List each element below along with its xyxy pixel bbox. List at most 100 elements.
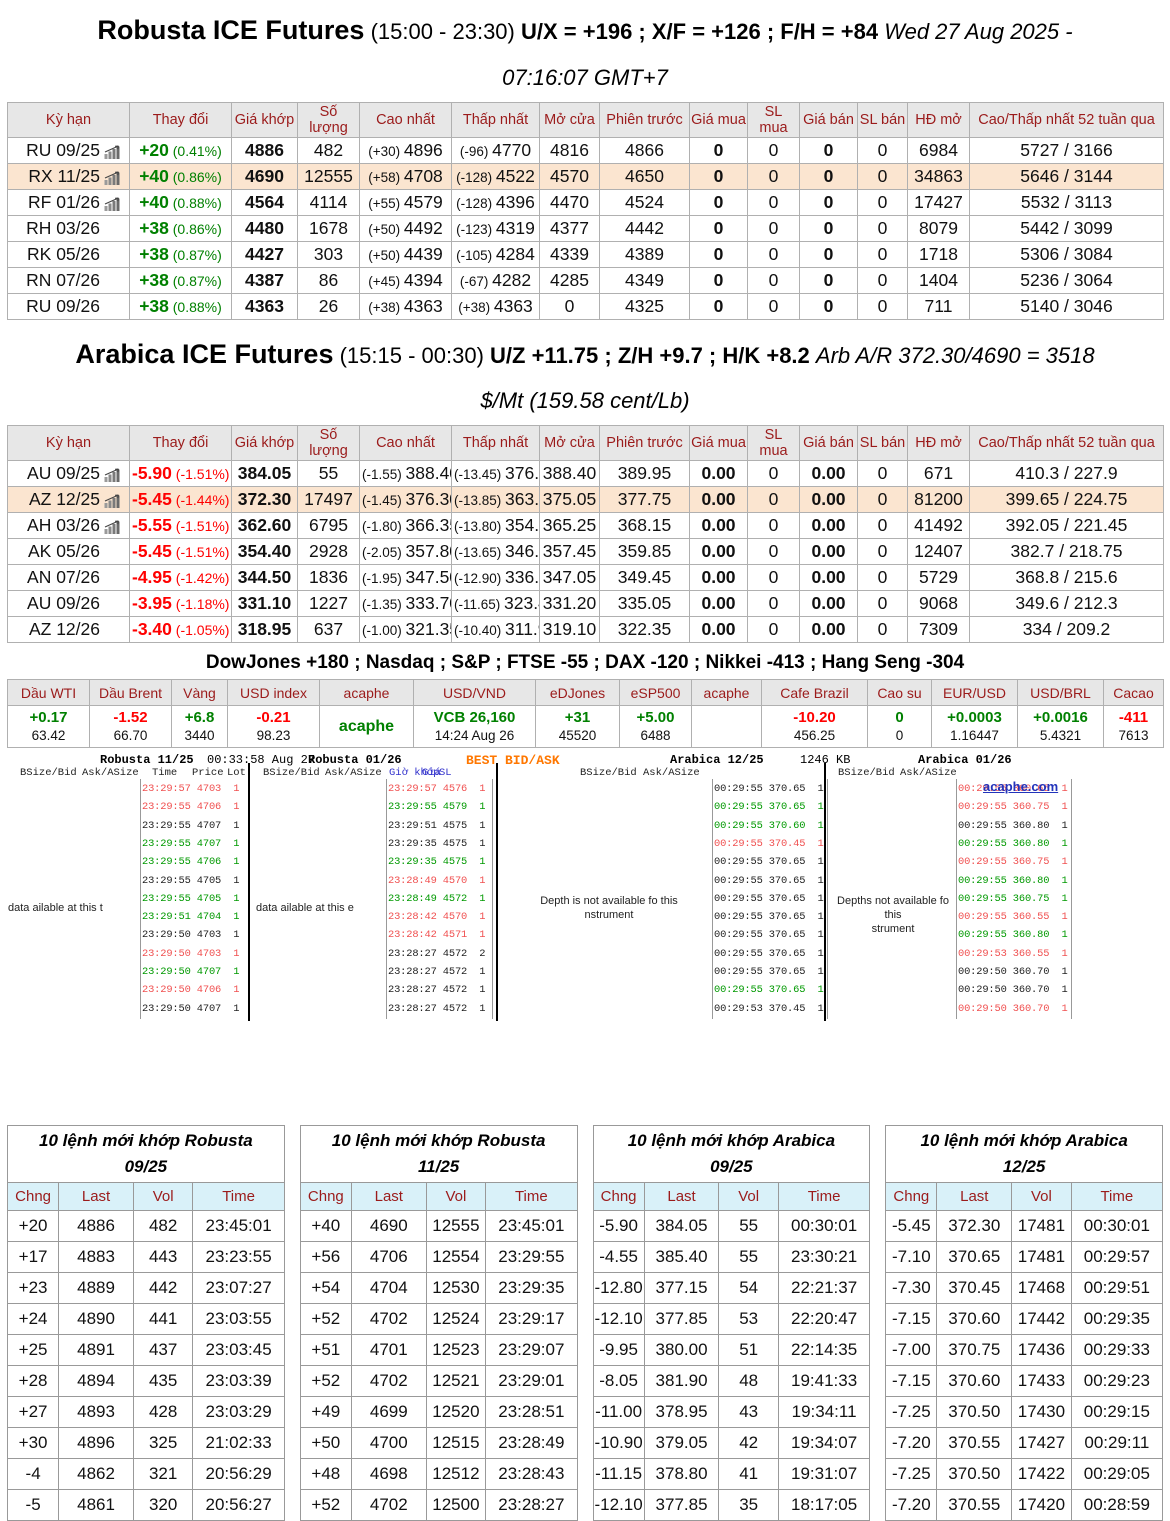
live-tick-board: Robusta 11/25 00:33:58 Aug 27 Robusta 01/2… bbox=[0, 751, 1170, 1049]
trade-change-cell: -12.10 bbox=[592, 1489, 645, 1521]
trade-last-cell: 377.15 bbox=[643, 1272, 720, 1305]
chart-icon[interactable] bbox=[104, 518, 127, 535]
low-cell: (-105) 4284 bbox=[451, 240, 540, 268]
trade-volume-cell: 12512 bbox=[425, 1458, 487, 1491]
trade-last-cell: 4883 bbox=[58, 1241, 134, 1274]
high-cell: (-1.80) 366.35 bbox=[359, 512, 452, 540]
tick-list-arabica-01-26: 00:29:55 360.65 1 00:29:55 360.75 1 00:29:… bbox=[956, 779, 1072, 1019]
tick-row: 23:29:51 4704 1 bbox=[142, 911, 240, 924]
chart-icon[interactable] bbox=[104, 195, 127, 211]
market-last-value: 6488 bbox=[640, 728, 671, 744]
trade-row: -12.10 377.85 53 22:20:47 bbox=[592, 1303, 871, 1336]
trade-last-cell: 370.50 bbox=[936, 1396, 1013, 1429]
futures-row: AH 03/26 -5.55 (-1.51%) 362.60 6795 (-1.80) … bbox=[7, 512, 1164, 540]
trade-volume-cell: 12521 bbox=[425, 1365, 487, 1398]
trades-header-row: Chng Last Vol Time bbox=[885, 1182, 1164, 1212]
trade-last-cell: 4886 bbox=[58, 1210, 134, 1243]
contract-cell: RF 01/26 bbox=[7, 188, 130, 216]
market-change: -411 bbox=[1118, 709, 1149, 727]
previous-session-cell: 377.75 bbox=[599, 486, 690, 514]
change-cell: -5.90 (-1.51%) bbox=[129, 460, 232, 488]
market-value-cell: +0.17 63.42 bbox=[7, 705, 90, 749]
contract-wrap: AK 05/26 bbox=[10, 541, 127, 562]
ask-size-cell: 0 bbox=[857, 162, 908, 190]
delta-value: (-10.40) bbox=[454, 623, 506, 639]
tick-column-header: Lot bbox=[227, 767, 246, 780]
trade-last-cell: 385.40 bbox=[643, 1241, 720, 1274]
contract-name: RX 11/25 bbox=[28, 165, 100, 186]
trade-volume-cell: 325 bbox=[132, 1427, 194, 1460]
bid-size-cell: 0 bbox=[747, 512, 800, 540]
futures-row: AZ 12/26 -3.40 (-1.05%) 318.95 637 (-1.00) 3… bbox=[7, 616, 1164, 644]
trade-last-cell: 377.85 bbox=[643, 1489, 720, 1521]
tick-column-header: BSize/Bid bbox=[263, 767, 320, 780]
tick-row: 23:29:55 4706 1 bbox=[142, 801, 240, 814]
trade-row: +52 4702 12521 23:29:01 bbox=[299, 1365, 578, 1398]
previous-session-cell: 349.45 bbox=[599, 564, 690, 592]
trade-last-cell: 370.55 bbox=[936, 1489, 1013, 1521]
range-52w-cell: 5140 / 3046 bbox=[969, 292, 1164, 320]
trade-change-cell: +52 bbox=[299, 1303, 352, 1336]
trade-time-cell: 23:23:55 bbox=[192, 1241, 285, 1274]
tick-row: 23:29:57 4703 1 bbox=[142, 783, 240, 796]
futures-row: AN 07/26 -4.95 (-1.42%) 344.50 1836 (-1.95) … bbox=[7, 564, 1164, 592]
trade-change-cell: -7.15 bbox=[885, 1365, 938, 1398]
market-last-value: 456.25 bbox=[793, 728, 836, 744]
tick-list-arabica-12-25: 00:29:55 370.65 1 00:29:55 370.65 1 00:29:… bbox=[712, 779, 828, 1019]
open-interest-cell: 1404 bbox=[907, 266, 970, 294]
arabica-futures-table-container: Kỳ hạn Thay đổi Giá khớp Số lượng Cao nhất Th… bbox=[0, 425, 1170, 644]
trade-row: -12.80 377.15 54 22:21:37 bbox=[592, 1272, 871, 1305]
market-value-cell: -1.52 66.70 bbox=[89, 705, 172, 749]
trade-row: +23 4889 442 23:07:27 bbox=[6, 1272, 285, 1305]
chart-icon[interactable] bbox=[104, 466, 127, 483]
chart-icon[interactable] bbox=[104, 143, 127, 159]
delta-value: (+55) bbox=[368, 195, 404, 211]
bid-size-cell: 0 bbox=[747, 486, 800, 514]
bid-price-cell: 0 bbox=[689, 240, 748, 268]
trades-title-row: 10 lệnh mới khớp Arabica 12/25 bbox=[885, 1125, 1163, 1184]
high-cell: (-1.35) 333.70 bbox=[359, 590, 452, 618]
trade-row: -7.20 370.55 17420 00:28:59 bbox=[885, 1489, 1164, 1521]
change-value: +20 bbox=[139, 139, 169, 160]
trades-header-row: Chng Last Vol Time bbox=[6, 1182, 285, 1212]
trade-last-cell: 381.90 bbox=[643, 1365, 720, 1398]
trade-time-cell: 23:45:01 bbox=[192, 1210, 285, 1243]
tick-row: 23:29:55 4705 1 bbox=[142, 892, 240, 905]
tick-row: 23:28:27 4572 1 bbox=[388, 1002, 486, 1015]
range-52w-cell: 368.8 / 215.6 bbox=[969, 564, 1164, 592]
trade-time-cell: 23:03:55 bbox=[192, 1303, 285, 1336]
market-column-header: Vàng bbox=[171, 679, 228, 707]
tick-row: 00:29:55 370.60 1 bbox=[714, 819, 824, 832]
column-header: Kỳ hạn bbox=[7, 101, 130, 138]
contract-wrap: AH 03/26 bbox=[10, 515, 127, 536]
bid-price-cell: 0 bbox=[689, 214, 748, 242]
column-header: Thay đổi bbox=[129, 425, 232, 462]
trade-volume-cell: 17430 bbox=[1011, 1396, 1072, 1429]
trade-change-cell: -12.80 bbox=[592, 1272, 645, 1305]
trade-last-cell: 4701 bbox=[350, 1334, 427, 1367]
delta-value: (-1.45) bbox=[362, 493, 406, 509]
trade-last-cell: 370.55 bbox=[936, 1427, 1013, 1460]
tick-row: 00:29:50 360.70 1 bbox=[958, 984, 1068, 997]
trade-change-cell: -4 bbox=[6, 1458, 60, 1491]
change-percent: (-1.42%) bbox=[171, 570, 230, 587]
ask-size-cell: 0 bbox=[857, 486, 908, 514]
world-indices-line: DowJones +180 ; Nasdaq ; S&P ; FTSE -55 … bbox=[205, 652, 965, 674]
trades-header-row: Chng Last Vol Time bbox=[592, 1182, 871, 1212]
last-price-cell: 354.40 bbox=[231, 538, 298, 566]
change-value: -4.95 bbox=[132, 567, 172, 588]
chart-icon[interactable] bbox=[104, 169, 127, 185]
trade-change-cell: -5 bbox=[6, 1489, 60, 1521]
trade-time-cell: 00:30:01 bbox=[1070, 1210, 1164, 1243]
price-value: 346.20 bbox=[505, 541, 540, 562]
tick-column-header: Ask/ASize bbox=[643, 767, 700, 780]
trade-time-cell: 23:29:17 bbox=[485, 1303, 578, 1336]
market-column-header: USD index bbox=[227, 679, 320, 707]
range-52w-cell: 382.7 / 218.75 bbox=[969, 538, 1164, 566]
trade-change-cell: -7.20 bbox=[885, 1427, 938, 1460]
chart-icon[interactable] bbox=[104, 492, 127, 509]
trades-column-header: Time bbox=[192, 1182, 285, 1212]
tick-row: 00:29:55 360.75 1 bbox=[958, 892, 1068, 905]
icon-slot-empty bbox=[104, 622, 127, 637]
watermark-link[interactable]: acaphe.com bbox=[983, 779, 1059, 795]
